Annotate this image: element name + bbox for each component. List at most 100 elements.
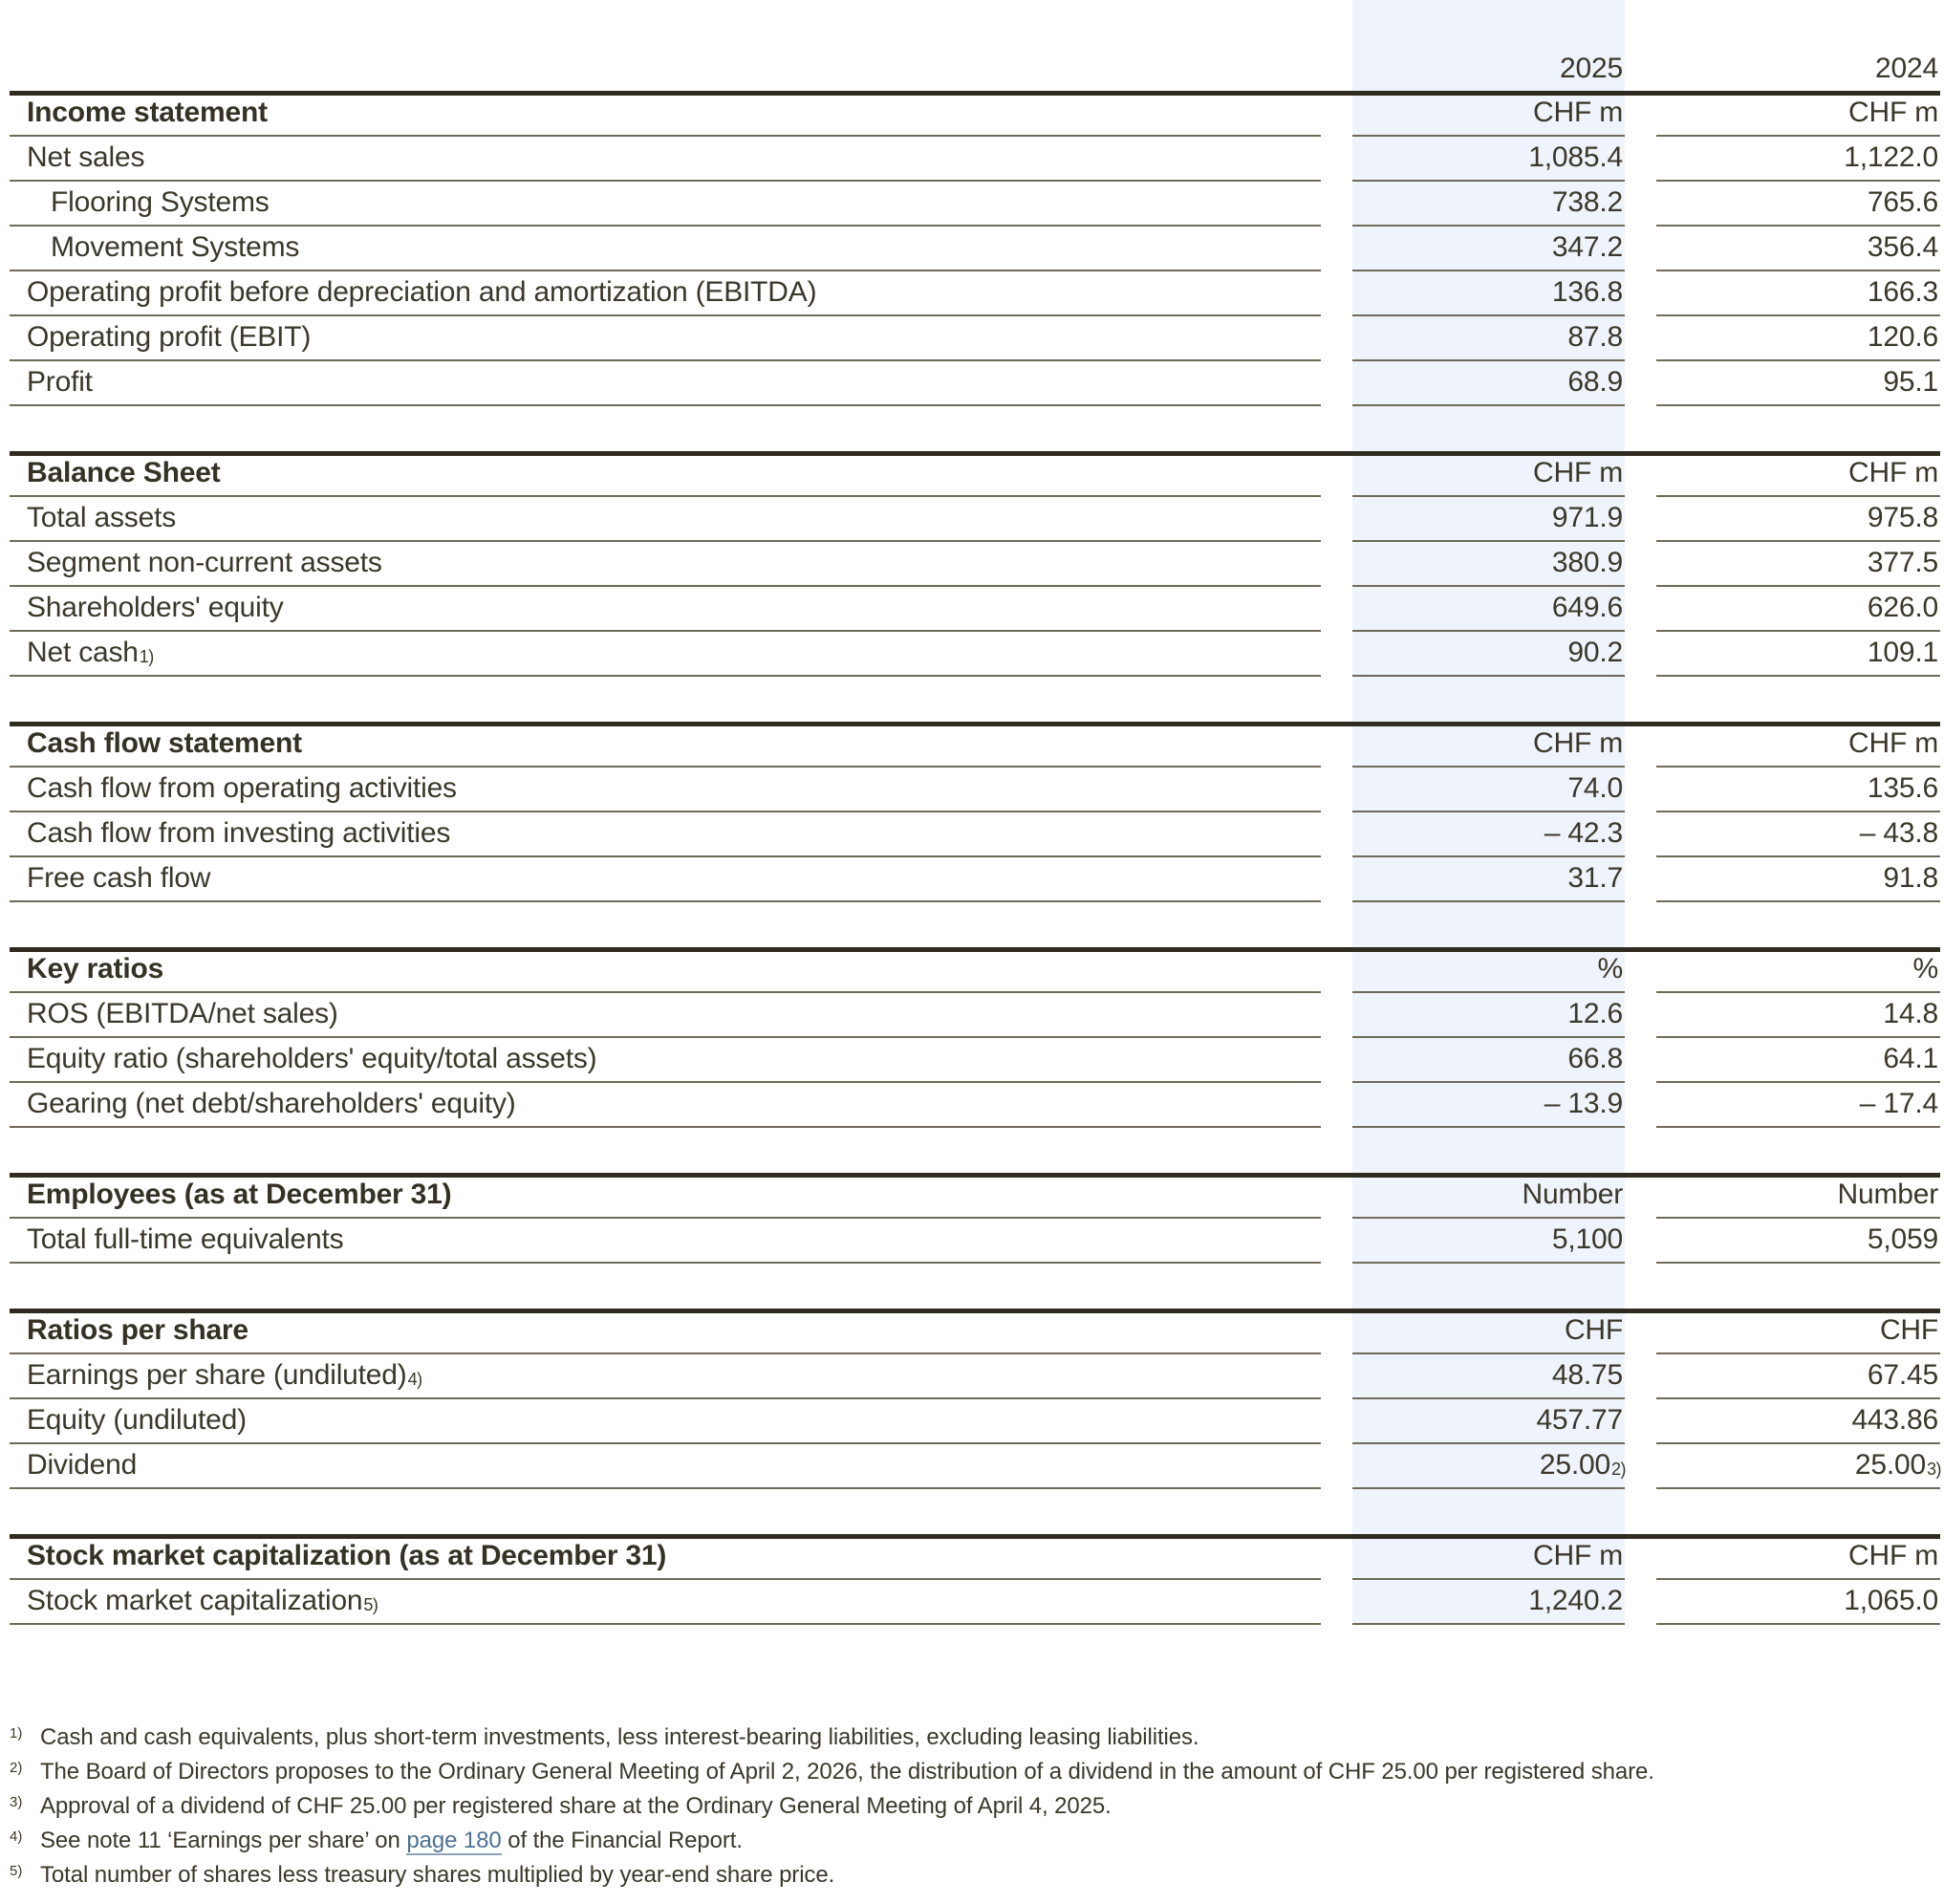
value-2025: 12.6	[1352, 993, 1625, 1038]
value-2025: 68.9	[1352, 361, 1625, 406]
column-gap	[1625, 542, 1656, 587]
year-header-spacer	[10, 0, 1321, 91]
column-gap	[1321, 1178, 1352, 1219]
table-row: Cash flow from operating activities 74.0…	[10, 768, 1940, 812]
section-spacer	[10, 1128, 1940, 1173]
table-row: Gearing (net debt/shareholders' equity) …	[10, 1083, 1940, 1128]
column-gap	[1321, 1219, 1352, 1264]
column-gap	[1321, 726, 1352, 768]
value-2024: 626.0	[1656, 587, 1940, 632]
footnote-marker: 4)	[10, 1828, 23, 1845]
value-2024: 443.86	[1656, 1399, 1940, 1444]
column-gap	[1625, 0, 1656, 91]
year-2025-label: 2025	[1560, 53, 1623, 84]
table-row: Net cash 1) 90.2 109.1	[10, 632, 1940, 677]
unit-2025: CHF m	[1352, 1539, 1625, 1580]
column-gap	[1625, 812, 1656, 857]
row-label: Net sales	[10, 137, 1321, 182]
value-2024: 1,122.0	[1656, 137, 1940, 182]
column-gap	[1321, 952, 1352, 993]
column-gap	[1321, 542, 1352, 587]
row-label: Operating profit (EBIT)	[10, 316, 1321, 361]
table-row: Dividend 25.00 2) 25.00 3)	[10, 1444, 1942, 1489]
column-gap	[1321, 137, 1352, 182]
section-spacer	[10, 902, 1940, 947]
section-divider	[10, 91, 1940, 96]
table-row: Earnings per share (undiluted) 4) 48.75 6…	[10, 1354, 1940, 1399]
year-2024-label: 2024	[1875, 53, 1938, 84]
footnote-2: 2) The Board of Directors proposes to the…	[10, 1754, 1940, 1788]
table-row: Total full-time equivalents 5,100 5,059	[10, 1219, 1940, 1264]
value-2024: 91.8	[1656, 857, 1940, 902]
unit-2025: CHF m	[1352, 726, 1625, 768]
table-row: Equity ratio (shareholders' equity/total…	[10, 1038, 1940, 1083]
column-gap	[1321, 857, 1352, 902]
column-gap	[1321, 993, 1352, 1038]
value-2024: 975.8	[1656, 497, 1940, 542]
section-divider	[10, 1173, 1940, 1178]
value-2024: – 43.8	[1656, 812, 1940, 857]
section-spacer	[10, 1489, 1940, 1534]
column-gap	[1625, 1219, 1656, 1264]
column-gap	[1625, 857, 1656, 902]
section-divider	[10, 1309, 1940, 1313]
value-2025: 380.9	[1352, 542, 1625, 587]
column-gap	[1625, 768, 1656, 812]
footnote-marker: 1)	[10, 1725, 23, 1742]
column-gap	[1625, 726, 1656, 768]
section-title: Employees (as at December 31)	[10, 1178, 1321, 1219]
table-row: Net sales 1,085.4 1,122.0	[10, 137, 1940, 182]
column-gap	[1321, 1580, 1352, 1625]
row-label: Net cash 1)	[10, 632, 1321, 677]
footnote-marker: 3)	[10, 1794, 23, 1810]
row-label: Segment non-current assets	[10, 542, 1321, 587]
value-2024: 356.4	[1656, 227, 1940, 271]
value-2025: 649.6	[1352, 587, 1625, 632]
column-gap	[1321, 182, 1352, 227]
section-header-row: Employees (as at December 31) Number Num…	[10, 1178, 1940, 1219]
section-divider	[10, 947, 1940, 952]
value-2025: 347.2	[1352, 227, 1625, 271]
section-header-row: Stock market capitalization (as at Decem…	[10, 1539, 1940, 1580]
footnote-text: See note 11 ‘Earnings per share’ on page…	[40, 1828, 743, 1855]
value-2025: – 13.9	[1352, 1083, 1625, 1128]
key-figures-table: 2025 2024 Income statement CHF m CHF m N…	[10, 0, 1942, 1625]
value-2024: 166.3	[1656, 271, 1940, 316]
unit-2024: CHF m	[1656, 456, 1940, 497]
column-gap	[1321, 768, 1352, 812]
section-header-row: Balance Sheet CHF m CHF m	[10, 456, 1940, 497]
column-gap	[1321, 0, 1352, 91]
section-divider	[10, 1534, 1940, 1539]
unit-2025: %	[1352, 952, 1625, 993]
column-gap	[1321, 1038, 1352, 1083]
footnote-5: 5) Total number of shares less treasury s…	[10, 1857, 1940, 1892]
value-2024: 14.8	[1656, 993, 1940, 1038]
table-row: Profit 68.9 95.1	[10, 361, 1940, 406]
value-2025: 87.8	[1352, 316, 1625, 361]
column-gap	[1321, 227, 1352, 271]
column-gap	[1625, 1178, 1656, 1219]
table-row: Operating profit (EBIT) 87.8 120.6	[10, 316, 1940, 361]
row-label: Cash flow from investing activities	[10, 812, 1321, 857]
page-180-link[interactable]: page 180	[406, 1828, 502, 1855]
section-divider	[10, 451, 1940, 456]
section-header-row: Cash flow statement CHF m CHF m	[10, 726, 1940, 768]
column-gap	[1625, 456, 1656, 497]
column-gap	[1625, 1313, 1656, 1354]
footnote-text: Total number of shares less treasury sha…	[40, 1862, 835, 1888]
column-gap	[1625, 182, 1656, 227]
unit-2024: CHF m	[1656, 1539, 1940, 1580]
column-gap	[1321, 1444, 1352, 1489]
footnote-3: 3) Approval of a dividend of CHF 25.00 pe…	[10, 1788, 1940, 1823]
table-row: Free cash flow 31.7 91.8	[10, 857, 1940, 902]
table-row: Movement Systems 347.2 356.4	[10, 227, 1940, 271]
value-2025: 971.9	[1352, 497, 1625, 542]
table-row: Cash flow from investing activities – 42…	[10, 812, 1940, 857]
table-row: Flooring Systems 738.2 765.6	[10, 182, 1940, 227]
section-title: Cash flow statement	[10, 726, 1321, 768]
row-label: ROS (EBITDA/net sales)	[10, 993, 1321, 1038]
footnote-4: 4) See note 11 ‘Earnings per share’ on pa…	[10, 1823, 1940, 1857]
column-gap	[1321, 361, 1352, 406]
footnote-1: 1) Cash and cash equivalents, plus short-…	[10, 1720, 1940, 1754]
